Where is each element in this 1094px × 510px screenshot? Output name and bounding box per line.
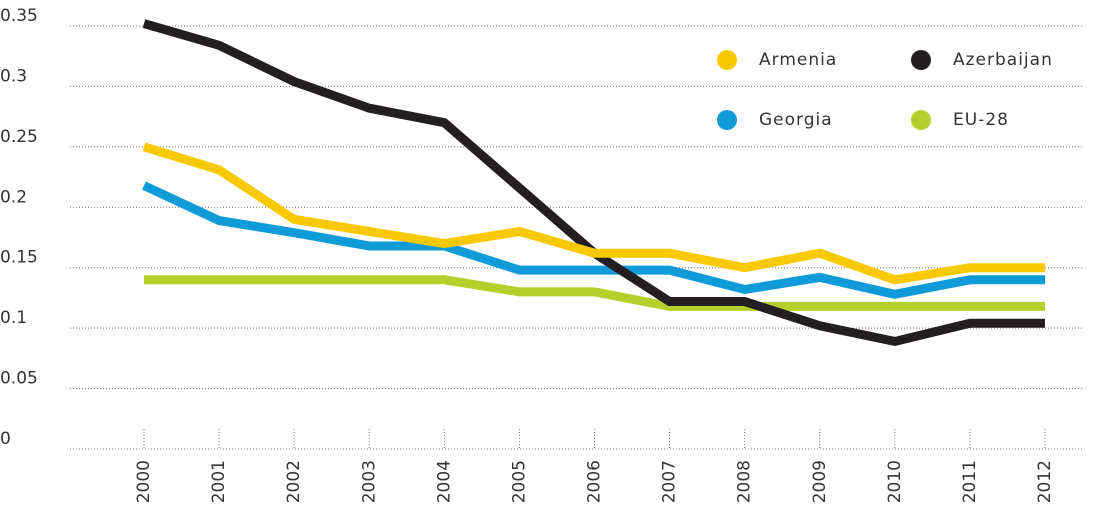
x-tick-label: 2003 bbox=[359, 460, 379, 503]
legend-label: EU-28 bbox=[953, 110, 1009, 130]
legend-swatch bbox=[717, 50, 737, 70]
x-tick-label: 2010 bbox=[885, 460, 905, 503]
x-tick-label: 2007 bbox=[660, 460, 680, 503]
y-tick-label: 0.25 bbox=[0, 127, 38, 147]
y-tick-label: 0.1 bbox=[0, 308, 27, 328]
y-tick-label: 0.05 bbox=[0, 369, 38, 389]
x-tick-label: 2001 bbox=[209, 460, 229, 503]
x-tick-label: 2008 bbox=[735, 460, 755, 503]
y-tick-label: 0 bbox=[0, 429, 11, 449]
series-line bbox=[142, 142, 1045, 285]
x-tick-label: 2011 bbox=[960, 460, 980, 503]
legend-label: Azerbaijan bbox=[953, 50, 1053, 70]
legend-label: Georgia bbox=[759, 110, 833, 130]
x-tick-label: 2009 bbox=[810, 460, 830, 503]
legend-swatch bbox=[911, 110, 931, 130]
series-line bbox=[142, 181, 1045, 299]
x-tick-label: 2004 bbox=[434, 460, 454, 503]
x-tick-label: 2012 bbox=[1035, 460, 1055, 503]
y-tick-label: 0.3 bbox=[0, 66, 27, 86]
x-tick-label: 2006 bbox=[585, 460, 605, 503]
x-tick-label: 2000 bbox=[134, 460, 154, 503]
x-tick-label: 2002 bbox=[284, 460, 304, 503]
legend-label: Armenia bbox=[759, 50, 837, 70]
y-tick-label: 0.2 bbox=[0, 187, 27, 207]
y-tick-label: 0.15 bbox=[0, 248, 38, 268]
legend-swatch bbox=[717, 110, 737, 130]
y-tick-label: 0.35 bbox=[0, 6, 38, 26]
series-line bbox=[144, 275, 1045, 311]
x-tick-label: 2005 bbox=[509, 460, 529, 503]
legend-swatch bbox=[911, 50, 931, 70]
